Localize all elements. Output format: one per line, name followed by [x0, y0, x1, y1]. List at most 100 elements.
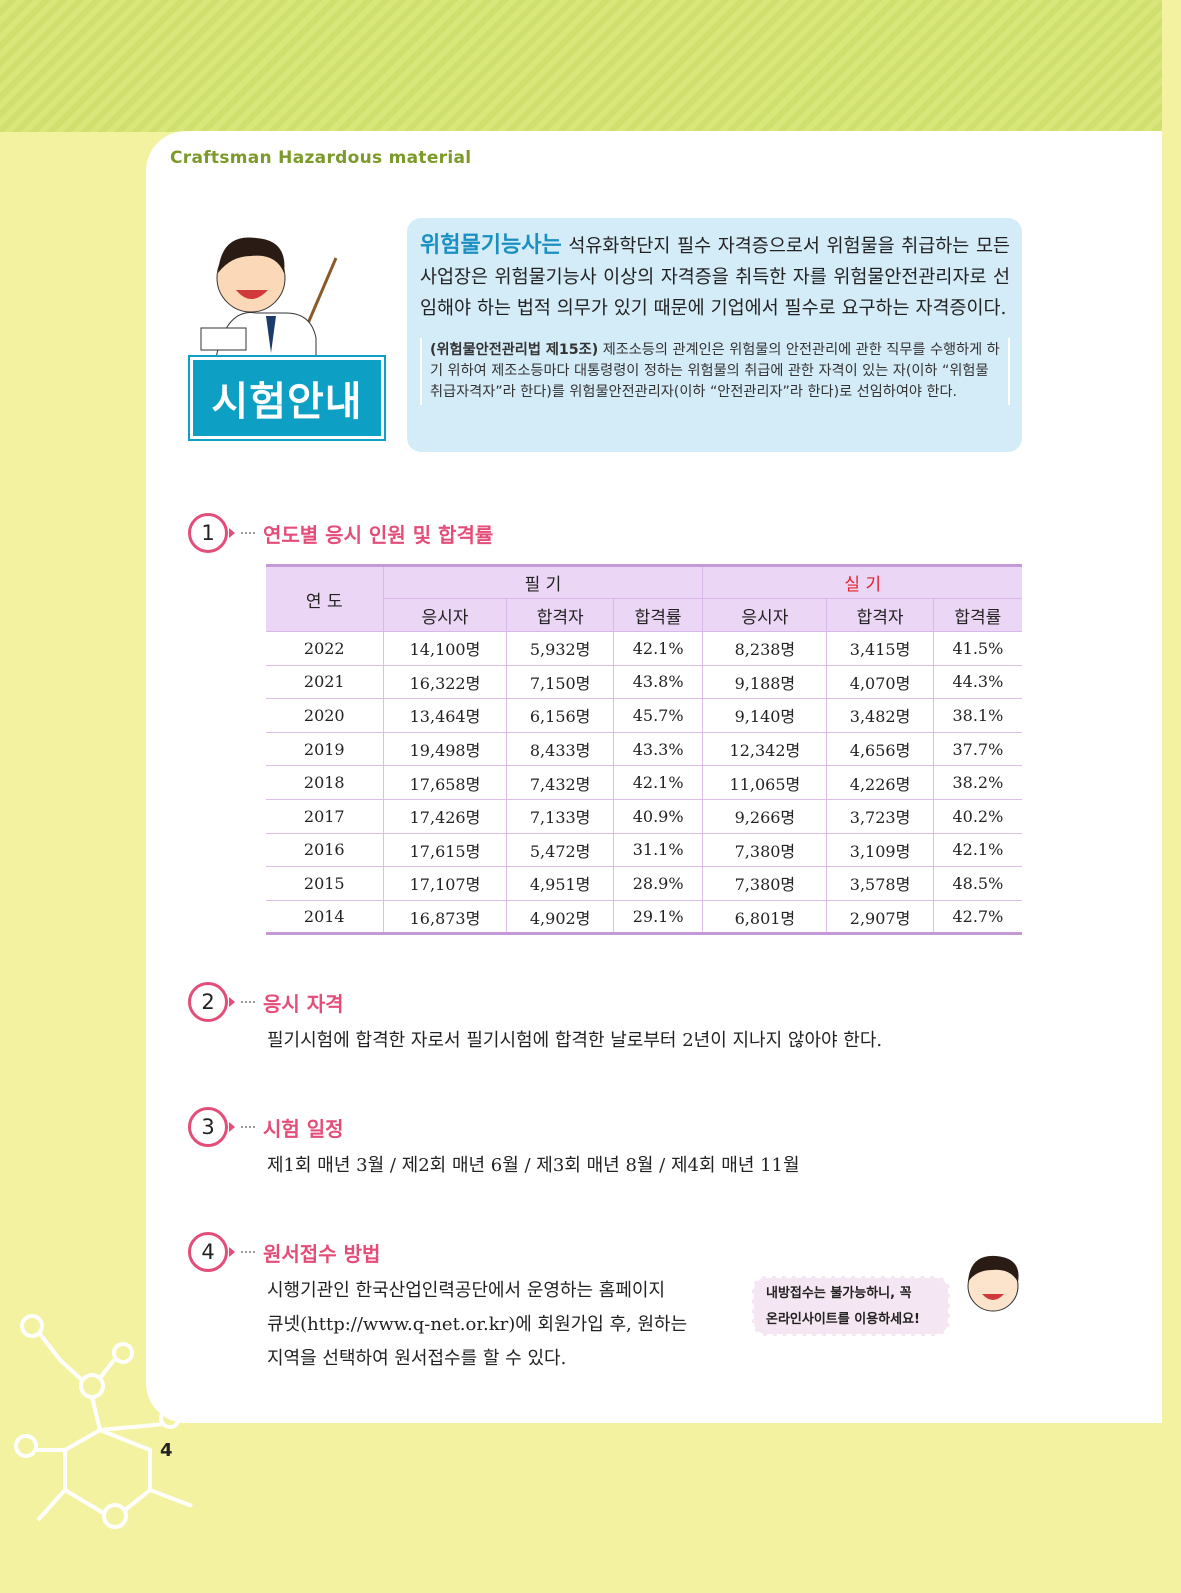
- data-cell: 8,433명: [506, 731, 614, 767]
- section-title: 시험 일정: [263, 1116, 344, 1141]
- year-cell: 2016: [266, 832, 384, 868]
- running-header: Craftsman Hazardous material: [170, 148, 472, 168]
- dotted-leader: [241, 1251, 255, 1253]
- dotted-leader: [241, 532, 255, 534]
- text-line: 큐넷(http://www.q-net.or.kr)에 회원가입 후, 원하는: [267, 1314, 688, 1335]
- data-cell: 17,658명: [382, 765, 508, 800]
- section-title: 연도별 응시 인원 및 합격률: [263, 522, 494, 547]
- yearly-statistics-table: 연 도 필 기 실 기 응시자 합격자 합격률 응시자 합격자 합격률 2022 14,10…: [266, 564, 1022, 936]
- data-cell: 2,907명: [826, 899, 934, 936]
- bubble-line: 온라인사이트를 이용하세요!: [766, 1312, 920, 1327]
- year-cell: 2022: [266, 631, 384, 666]
- data-cell: 17,615명: [382, 832, 508, 868]
- section-number: 1: [188, 513, 228, 553]
- data-cell: 38.2%: [932, 765, 1022, 800]
- section-title: 원서접수 방법: [263, 1241, 381, 1266]
- data-cell: 42.7%: [932, 899, 1022, 936]
- data-cell: 7,133명: [506, 798, 614, 834]
- table-row: 2016 17,615명 5,472명 31.1% 7,380명 3,109명 42.1%: [266, 832, 1022, 868]
- data-cell: 6,156명: [506, 698, 614, 733]
- page-number: 4: [160, 1440, 173, 1461]
- data-cell: 45.7%: [612, 698, 704, 733]
- section-number: 2: [188, 982, 228, 1022]
- schedule-text: 제1회 매년 3월 / 제2회 매년 6월 / 제3회 매년 8월 / 제4회 …: [267, 1155, 800, 1176]
- column-header: 합격자: [506, 598, 614, 632]
- data-cell: 40.2%: [932, 798, 1022, 834]
- table-row: 2020 13,464명 6,156명 45.7% 9,140명 3,482명 38.1%: [266, 698, 1022, 733]
- data-cell: 7,380명: [702, 866, 828, 901]
- molecule-decoration: [14, 1314, 193, 1529]
- right-margin: [1162, 0, 1181, 1593]
- data-cell: 38.1%: [932, 698, 1022, 733]
- data-cell: 14,100명: [382, 631, 508, 666]
- year-cell: 2020: [266, 698, 384, 733]
- column-header: 합격률: [612, 598, 704, 632]
- data-cell: 29.1%: [612, 899, 704, 936]
- data-cell: 42.1%: [612, 631, 704, 666]
- table-row: 2014 16,873명 4,902명 29.1% 6,801명 2,907명 42.7%: [266, 899, 1022, 936]
- table-row: 2022 14,100명 5,932명 42.1% 8,238명 3,415명 41.5%: [266, 631, 1022, 666]
- data-cell: 12,342명: [702, 731, 828, 767]
- pointer-icon: [229, 997, 235, 1007]
- data-cell: 42.1%: [612, 765, 704, 800]
- text-line: 시행기관인 한국산업인력공단에서 운영하는 홈페이지: [267, 1280, 666, 1301]
- law-text: 제조소등의 관계인은 위험물의 안전관리에 관한 직무를 수행하게 하기 위하여…: [430, 342, 1000, 400]
- year-header: 연 도: [266, 564, 384, 632]
- year-cell: 2019: [266, 731, 384, 767]
- column-header: 응시자: [702, 598, 828, 632]
- data-cell: 40.9%: [612, 798, 704, 834]
- data-cell: 17,107명: [382, 866, 508, 901]
- table-row: 2021 16,322명 7,150명 43.8% 9,188명 4,070명 44.3%: [266, 664, 1022, 700]
- year-cell: 2017: [266, 798, 384, 834]
- eligibility-text: 필기시험에 합격한 자로서 필기시험에 합격한 날로부터 2년이 지나지 않아야…: [267, 1030, 883, 1051]
- data-cell: 8,238명: [702, 631, 828, 666]
- data-cell: 3,578명: [826, 866, 934, 901]
- section-number: 4: [188, 1232, 228, 1272]
- table-row: 2015 17,107명 4,951명 28.9% 7,380명 3,578명 48.5%: [266, 866, 1022, 901]
- intro-highlight: 위험물기능사는: [420, 233, 562, 258]
- law-excerpt: (위험물안전관리법 제15조) 제조소등의 관계인은 위험물의 안전관리에 관한…: [420, 338, 1010, 405]
- pointer-icon: [229, 1247, 235, 1257]
- column-header: 응시자: [383, 598, 508, 632]
- data-cell: 7,150명: [506, 664, 614, 700]
- section-title: 응시 자격: [263, 991, 344, 1016]
- data-cell: 9,140명: [702, 698, 828, 733]
- year-cell: 2015: [266, 866, 384, 901]
- data-cell: 3,415명: [826, 631, 934, 666]
- data-cell: 48.5%: [932, 866, 1022, 901]
- year-cell: 2021: [266, 664, 384, 700]
- data-cell: 4,070명: [826, 664, 934, 700]
- data-cell: 42.1%: [932, 832, 1022, 868]
- year-cell: 2018: [266, 765, 384, 800]
- data-cell: 9,266명: [702, 798, 828, 834]
- data-cell: 3,109명: [826, 832, 934, 868]
- qualification-info-box: 위험물기능사는 석유화학단지 필수 자격증으로서 위험물을 취급하는 모든 사업…: [407, 218, 1022, 452]
- practical-header: 실 기: [702, 564, 1022, 599]
- data-cell: 5,472명: [506, 832, 614, 868]
- section-number: 3: [188, 1107, 228, 1147]
- data-cell: 5,932명: [506, 631, 614, 666]
- speech-bubble: 내방접수는 불가능하니, 꼭 온라인사이트를 이용하세요!: [752, 1276, 950, 1336]
- section-1-heading: 1 연도별 응시 인원 및 합격률: [188, 513, 493, 553]
- bubble-line: 내방접수는 불가능하니, 꼭: [766, 1286, 912, 1301]
- top-pattern-band: [0, 0, 1181, 132]
- dotted-leader: [241, 1001, 255, 1003]
- section-3-heading: 3 시험 일정: [188, 1107, 344, 1147]
- table-row: 2019 19,498명 8,433명 43.3% 12,342명 4,656명 37.7%: [266, 731, 1022, 767]
- table-row: 2018 17,658명 7,432명 42.1% 11,065명 4,226명 38.2%: [266, 765, 1022, 800]
- data-cell: 43.8%: [612, 664, 704, 700]
- data-cell: 7,432명: [506, 765, 614, 800]
- data-cell: 43.3%: [612, 731, 704, 767]
- data-cell: 3,723명: [826, 798, 934, 834]
- data-cell: 28.9%: [612, 866, 704, 901]
- year-cell: 2014: [266, 899, 384, 936]
- dotted-leader: [241, 1126, 255, 1128]
- pointer-icon: [229, 1122, 235, 1132]
- column-header: 합격률: [932, 598, 1022, 632]
- data-cell: 44.3%: [932, 664, 1022, 700]
- data-cell: 16,322명: [382, 664, 508, 700]
- intro-text: 석유화학단지 필수 자격증으로서 위험물을 취급하는 모든 사업장은 위험물기능…: [420, 236, 1010, 319]
- section-2-heading: 2 응시 자격: [188, 982, 344, 1022]
- application-text: 시행기관인 한국산업인력공단에서 운영하는 홈페이지 큐넷(http://www…: [267, 1274, 687, 1376]
- teacher-character-illustration: [200, 237, 338, 358]
